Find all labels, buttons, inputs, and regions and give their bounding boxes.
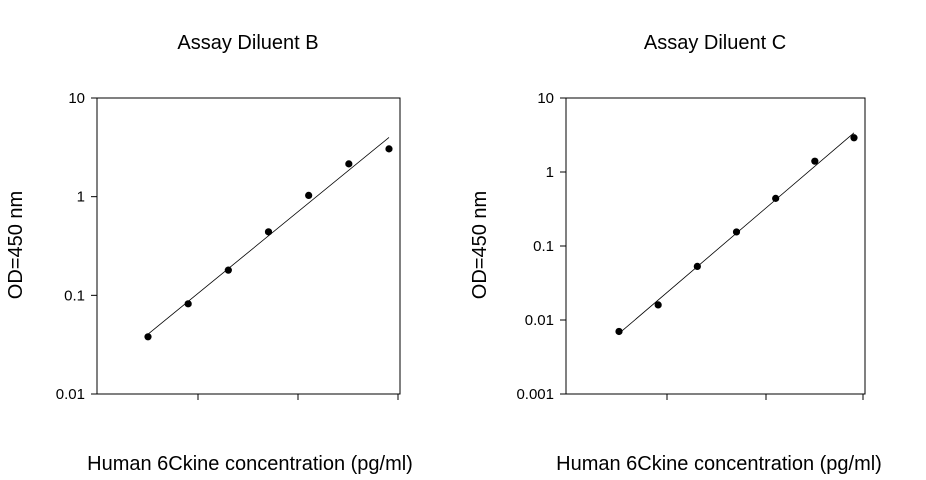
chart-panel-b: Assay Diluent B OD=450 nm Human 6Ckine c… [5, 32, 413, 475]
y-tick-label-c: 1 [546, 164, 554, 181]
data-point-b [264, 228, 273, 236]
data-point-b [385, 145, 393, 153]
data-point-b [184, 300, 192, 308]
plot-area-b: 0.01 0.1 1 10 [56, 90, 401, 403]
x-axis-label-c: Human 6Ckine concentration (pg/ml) [556, 453, 882, 475]
y-tick-label-c: 0.01 [525, 312, 554, 329]
plot-area-c: 0.001 0.01 0.1 1 10 [516, 90, 866, 403]
data-point-c [772, 194, 780, 202]
y-tick-label-c: 0.1 [533, 238, 554, 255]
chart-panel-c: Assay Diluent C OD=450 nm Human 6Ckine c… [469, 32, 882, 475]
y-tick-label-b: 0.01 [56, 386, 85, 403]
plot-frame-b [96, 97, 401, 395]
data-point-b [345, 160, 353, 168]
data-point-c [732, 228, 741, 236]
data-point-c [850, 134, 858, 142]
fit-line-b [147, 137, 390, 335]
chart-title-b: Assay Diluent B [177, 32, 318, 54]
data-point-b [305, 191, 313, 200]
y-tick-label-b: 10 [68, 90, 85, 107]
x-axis-label-b: Human 6Ckine concentration (pg/ml) [87, 453, 413, 475]
y-tick-label-c: 10 [537, 90, 554, 107]
y-axis-label-b: OD=450 nm [5, 191, 27, 299]
plot-frame-c [565, 97, 866, 395]
data-point-b [224, 266, 232, 274]
data-point-b [144, 333, 152, 341]
data-point-c [811, 157, 819, 165]
y-tick-label-b: 0.1 [64, 287, 85, 304]
data-point-c [693, 262, 701, 271]
y-tick-label-b: 1 [77, 189, 85, 206]
chart-title-c: Assay Diluent C [644, 32, 786, 54]
y-axis-label-c: OD=450 nm [469, 191, 491, 299]
y-tick-label-c: 0.001 [516, 386, 554, 403]
data-point-c [615, 327, 623, 336]
data-point-c [654, 301, 662, 309]
